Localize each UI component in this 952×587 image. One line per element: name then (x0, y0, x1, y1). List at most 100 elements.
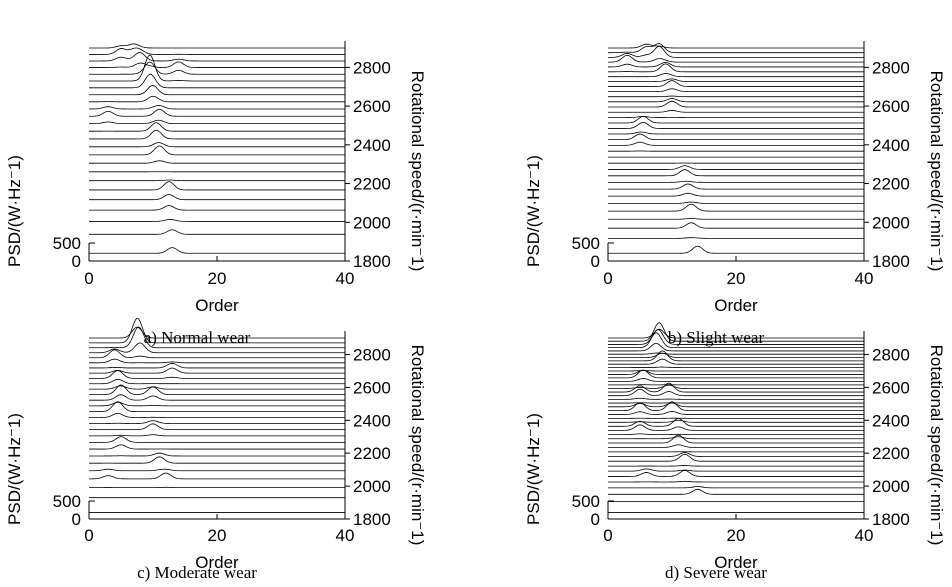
speed-tick-label: 1800 (353, 510, 391, 529)
spectrum-line (608, 468, 864, 472)
speed-tick-label: 1800 (353, 252, 391, 271)
spectrum-line (608, 352, 864, 355)
spectrum-line (608, 116, 864, 118)
spectrum-line (89, 401, 345, 407)
spectrum-line (608, 465, 864, 467)
panel-caption: a) Normal wear (144, 328, 251, 347)
spectrum-line (89, 468, 345, 472)
spectrum-line (89, 367, 345, 374)
speed-tick-label: 1800 (872, 510, 910, 529)
speed-tick-label: 2400 (353, 136, 391, 155)
spectrum-line (608, 131, 864, 135)
order-tick-label: 40 (855, 526, 874, 545)
z-axis-label: Rotational speed/(r·min⁻1) (927, 345, 946, 546)
spectrum-line (89, 452, 345, 457)
spectrum-line (89, 54, 345, 82)
spectrum-line (89, 181, 345, 191)
spectrum-line (608, 488, 864, 495)
spectrum-line (89, 219, 345, 222)
x-axis-label: Order (714, 553, 758, 572)
spectrum-line (608, 201, 864, 204)
speed-tick-label: 2400 (353, 411, 391, 430)
spectrum-line (89, 160, 345, 164)
z-axis-label: Rotational speed/(r·min⁻1) (927, 71, 946, 272)
spectrum-line (608, 110, 864, 113)
spectrum-line (89, 129, 345, 140)
spectrum-line (608, 388, 864, 397)
spectrum-line (89, 122, 345, 132)
spectrum-line (608, 218, 864, 220)
spectrum-line (608, 411, 864, 415)
spectrum-line (89, 61, 345, 68)
spectrum-line (89, 444, 345, 450)
spectrum-line (89, 394, 345, 401)
spectrum-line (89, 436, 345, 443)
speed-tick-label: 2200 (872, 444, 910, 463)
spectrum-line (608, 453, 864, 462)
speed-tick-label: 2800 (353, 58, 391, 77)
spectrum-line (608, 180, 864, 183)
order-tick-label: 20 (208, 269, 227, 288)
spectrum-line (608, 183, 864, 190)
y-axis-label: PSD/(W·Hz⁻1) (524, 413, 543, 525)
spectrum-line (89, 194, 345, 201)
spectrum-line (89, 47, 345, 55)
spectrum-line (607, 54, 864, 63)
spectrum-line (608, 98, 864, 103)
spectrum-line (89, 119, 345, 125)
spectrum-line (608, 397, 864, 400)
spectrum-line (89, 317, 345, 344)
spectrum-line (608, 452, 864, 457)
spectrum-line (608, 332, 864, 349)
spectrum-line (608, 369, 864, 375)
speed-tick-label: 2400 (872, 411, 910, 430)
order-tick-label: 40 (336, 526, 355, 545)
spectrum-line (608, 192, 864, 197)
spectrum-line (89, 384, 345, 396)
psd-tick-label: 500 (572, 234, 600, 253)
speed-tick-label: 2000 (353, 213, 391, 232)
spectrum-line (608, 80, 864, 87)
panel-caption: d) Severe wear (665, 563, 767, 582)
spectrum-line (89, 326, 345, 349)
spectrum-line (89, 412, 345, 418)
panel-caption: c) Moderate wear (137, 563, 257, 582)
order-tick-label: 0 (603, 269, 612, 288)
spectrum-line (89, 342, 345, 354)
spectrum-line (608, 328, 864, 339)
order-tick-label: 0 (84, 269, 93, 288)
spectrum-line (608, 121, 864, 129)
spectrum-line (89, 105, 345, 110)
speed-tick-label: 2200 (872, 175, 910, 194)
spectrum-line (89, 95, 345, 103)
spectrum-line (608, 444, 864, 448)
y-axis-label: PSD/(W·Hz⁻1) (524, 155, 543, 267)
speed-tick-label: 2600 (353, 97, 391, 116)
spectrum-line (608, 433, 864, 435)
spectrum-line (608, 419, 864, 423)
order-tick-label: 40 (855, 269, 874, 288)
spectrum-line (608, 480, 864, 483)
spectrum-line (608, 358, 864, 365)
order-tick-label: 20 (208, 526, 227, 545)
spectrum-line (608, 133, 864, 141)
spectrum-line (608, 165, 864, 170)
speed-tick-label: 2000 (872, 213, 910, 232)
spectrum-line (608, 470, 864, 477)
spectrum-line (89, 423, 345, 431)
y-axis-label: PSD/(W·Hz⁻1) (5, 155, 24, 267)
spectrum-line (608, 366, 864, 368)
spectrum-line (89, 61, 345, 75)
spectrum-line (608, 141, 864, 146)
spectrum-line (608, 342, 864, 352)
spectrum-line (89, 73, 345, 89)
spectrum-line (608, 245, 864, 254)
spectrum-line (608, 73, 864, 78)
x-axis-label: Order (195, 296, 239, 315)
spectrum-line (89, 385, 345, 390)
spectrum-line (89, 370, 345, 379)
spectrum-line (608, 78, 864, 83)
speed-tick-label: 1800 (872, 252, 910, 271)
